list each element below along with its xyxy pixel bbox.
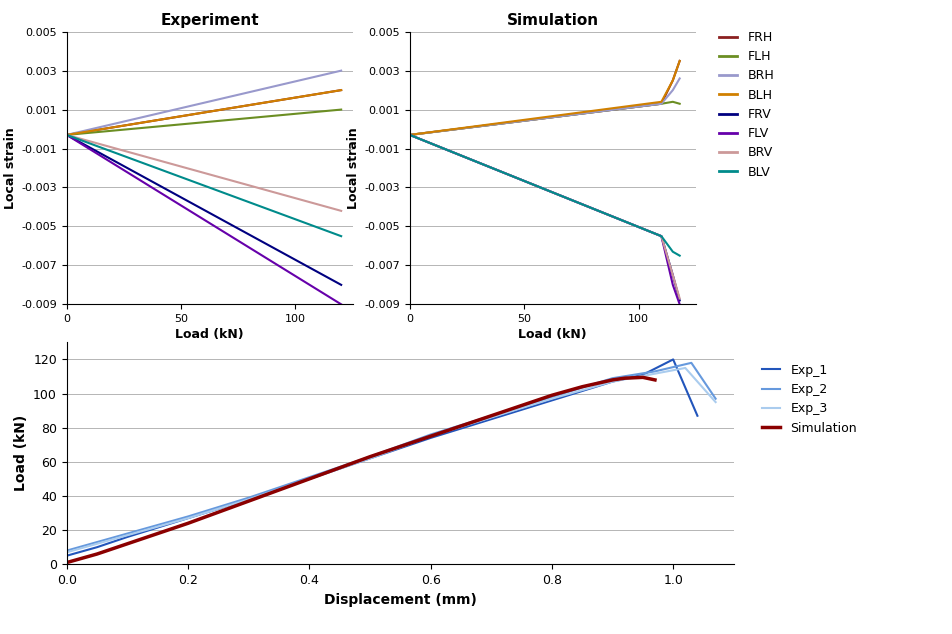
X-axis label: Load (kN): Load (kN) (175, 328, 244, 341)
Legend: Exp_1, Exp_2, Exp_3, Simulation: Exp_1, Exp_2, Exp_3, Simulation (759, 361, 859, 437)
Title: Simulation: Simulation (506, 13, 598, 28)
Title: Experiment: Experiment (160, 13, 259, 28)
Y-axis label: Local strain: Local strain (347, 127, 360, 209)
X-axis label: Displacement (mm): Displacement (mm) (324, 593, 476, 607)
Y-axis label: Load (kN): Load (kN) (13, 415, 28, 491)
Y-axis label: Local strain: Local strain (4, 127, 17, 209)
X-axis label: Load (kN): Load (kN) (518, 328, 586, 341)
Legend: FRH, FLH, BRH, BLH, FRV, FLV, BRV, BLV: FRH, FLH, BRH, BLH, FRV, FLV, BRV, BLV (716, 29, 776, 181)
